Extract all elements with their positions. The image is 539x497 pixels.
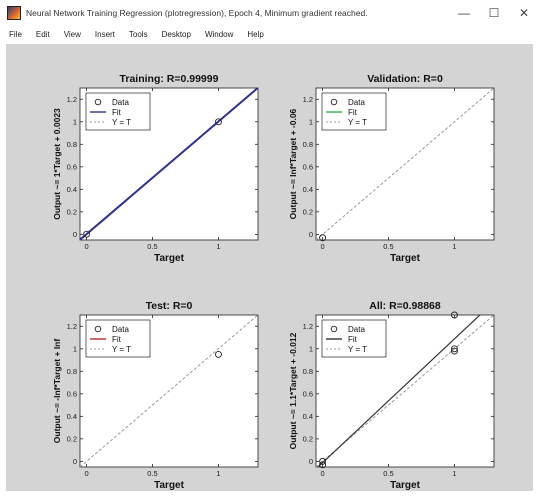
validation-xlabel: Target <box>390 253 420 264</box>
validation-ytick-label: 0.4 <box>303 185 313 194</box>
all-data-point <box>450 347 458 355</box>
all-xtick-label: 1 <box>452 469 456 478</box>
training-ytick-label: 1 <box>73 117 77 126</box>
validation-legend-label: Fit <box>348 108 358 117</box>
validation-ytick-label: 0.8 <box>303 140 313 149</box>
close-button[interactable]: ✕ <box>518 6 530 20</box>
all-xlabel: Target <box>390 480 420 491</box>
test-ytick-label: 0.4 <box>67 412 77 421</box>
test-ytick-label: 0 <box>73 457 77 466</box>
validation-legend-data-marker <box>330 98 338 106</box>
test-ytick-label: 0.6 <box>67 389 77 398</box>
test-legend-data-marker <box>94 325 102 333</box>
all-ytick-label: 0.6 <box>303 389 313 398</box>
menu-help[interactable]: Help <box>247 29 264 39</box>
menu-bar: File Edit View Insert Tools Desktop Wind… <box>0 26 539 42</box>
validation-ytick-label: 0.6 <box>303 162 313 171</box>
all-ytick-label: 0.8 <box>303 367 313 376</box>
menu-file[interactable]: File <box>9 29 22 39</box>
window-title: Neural Network Training Regression (plot… <box>26 8 368 18</box>
training-ytick-label: 0.6 <box>67 162 77 171</box>
validation-xtick-label: 0.5 <box>383 242 393 251</box>
all-ytick-label: 1 <box>309 344 313 353</box>
validation-ytick-label: 0 <box>309 230 313 239</box>
test-ytick-label: 0.8 <box>67 367 77 376</box>
test-title: Test: R=0 <box>146 300 193 312</box>
training-legend-data-marker <box>94 98 102 106</box>
validation-xtick-label: 0 <box>321 242 325 251</box>
training-legend-label: Data <box>112 98 129 107</box>
window-titlebar: Neural Network Training Regression (plot… <box>0 0 539 26</box>
training-panel: 0 0.5 1 0 0.2 0.4 0.6 0.8 1 1.2 Training: R=0.9999… <box>52 73 259 264</box>
validation-ytick-label: 1.2 <box>303 95 313 104</box>
test-xtick-label: 0 <box>85 469 89 478</box>
menu-insert[interactable]: Insert <box>94 29 115 39</box>
test-ylabel: Output ~= -Inf*Target + Inf <box>52 339 62 444</box>
menu-view[interactable]: View <box>63 29 81 39</box>
validation-xtick-label: 1 <box>452 242 456 251</box>
training-ytick-label: 0.2 <box>67 207 77 216</box>
training-xlabel: Target <box>154 253 184 264</box>
all-ytick-label: 1.2 <box>303 322 313 331</box>
validation-legend-label: Data <box>348 98 365 107</box>
test-xtick-label: 1 <box>216 469 220 478</box>
validation-title: Validation: R=0 <box>367 73 443 85</box>
minimize-button[interactable]: — <box>458 6 470 20</box>
menu-window[interactable]: Window <box>204 29 234 39</box>
all-xtick-label: 0.5 <box>383 469 393 478</box>
all-title: All: R=0.98868 <box>369 300 441 312</box>
training-xtick-label: 0 <box>85 242 89 251</box>
all-ytick-label: 0.4 <box>303 412 313 421</box>
training-fit-line <box>80 88 258 240</box>
all-data-point <box>450 345 458 353</box>
test-ytick-label: 1.2 <box>67 322 77 331</box>
matlab-app-icon <box>7 6 21 20</box>
all-ytick-label: 0 <box>309 457 313 466</box>
all-legend-label: Data <box>348 325 365 334</box>
all-data-point <box>319 461 327 469</box>
test-xtick-label: 0.5 <box>147 469 157 478</box>
validation-identity-line <box>316 88 494 240</box>
all-legend-label: Fit <box>348 335 358 344</box>
training-ylabel: Output ~= 1*Target + 0.0023 <box>52 108 62 220</box>
menu-tools[interactable]: Tools <box>128 29 148 39</box>
training-xtick-label: 1 <box>216 242 220 251</box>
training-ytick-label: 0.4 <box>67 185 77 194</box>
validation-ylabel: Output ~= Inf*Target + -0.06 <box>288 108 298 219</box>
training-ytick-label: 0 <box>73 230 77 239</box>
maximize-button[interactable]: ☐ <box>488 6 500 20</box>
all-legend-label: Y = T <box>348 345 367 354</box>
validation-ytick-label: 1 <box>309 117 313 126</box>
test-legend-label: Data <box>112 325 129 334</box>
menu-desktop[interactable]: Desktop <box>161 29 191 39</box>
training-data-point <box>214 118 222 126</box>
training-legend-label: Fit <box>112 108 122 117</box>
training-xtick-label: 0.5 <box>147 242 157 251</box>
validation-data-point <box>319 234 327 242</box>
test-xlabel: Target <box>154 480 184 491</box>
test-legend-label: Y = T <box>112 345 131 354</box>
test-ytick-label: 1 <box>73 344 77 353</box>
test-data-point <box>214 350 222 358</box>
validation-ytick-label: 0.2 <box>303 207 313 216</box>
validation-panel: 0 0.5 1 0 0.2 0.4 0.6 0.8 1 1.2 Validation: R=0 Tar… <box>288 73 495 264</box>
all-panel: 0 0.5 1 0 0.2 0.4 0.6 0.8 1 1.2 All: R=0.98868 Targ… <box>288 300 495 491</box>
all-legend-data-marker <box>330 325 338 333</box>
all-identity-line <box>316 315 494 467</box>
test-identity-line <box>80 315 258 467</box>
test-legend-label: Fit <box>112 335 122 344</box>
all-ytick-label: 0.2 <box>303 434 313 443</box>
test-panel: 0 0.5 1 0 0.2 0.4 0.6 0.8 1 1.2 Test: R=0 Target Out… <box>52 300 259 491</box>
all-fit-line <box>317 315 481 467</box>
all-xtick-label: 0 <box>321 469 325 478</box>
training-ytick-label: 1.2 <box>67 95 77 104</box>
training-ytick-label: 0.8 <box>67 140 77 149</box>
validation-legend-label: Y = T <box>348 118 367 127</box>
menu-edit[interactable]: Edit <box>35 29 50 39</box>
test-ytick-label: 0.2 <box>67 434 77 443</box>
all-ylabel: Output ~= 1.1*Target + -0.012 <box>288 332 298 449</box>
training-title: Training: R=0.99999 <box>120 73 219 85</box>
training-legend-label: Y = T <box>112 118 131 127</box>
